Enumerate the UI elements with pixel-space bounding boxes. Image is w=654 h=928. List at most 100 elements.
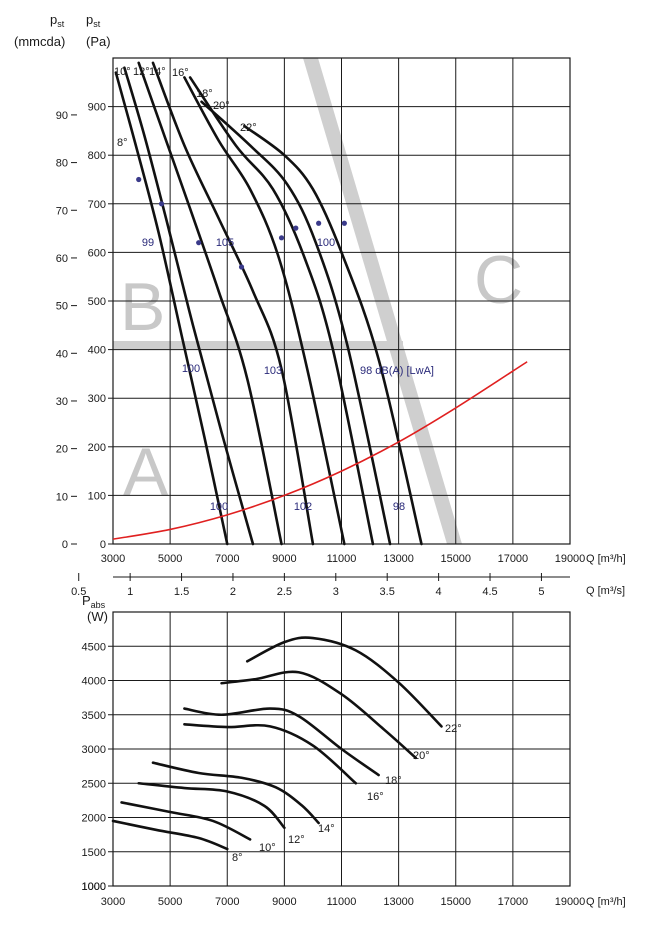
x-tick-label-m3h-top: 5000 bbox=[158, 553, 182, 565]
y-tick-label-mmcda: 60 bbox=[56, 253, 68, 265]
region-label-b: B bbox=[120, 269, 165, 345]
x-tick-label-m3h-top: 3000 bbox=[101, 553, 125, 565]
y-tick-label-pabs: 1500 bbox=[82, 847, 106, 859]
pabs-title-main: Pabs bbox=[82, 593, 106, 610]
x-tick-label-m3s: 0.5 bbox=[71, 586, 86, 598]
angle-label-top: 18° bbox=[196, 88, 213, 100]
y-tick-label-pa: 100 bbox=[88, 490, 106, 502]
sound-level-label: 102 bbox=[294, 501, 312, 513]
y-tick-label-pabs: 1000 bbox=[82, 881, 106, 893]
y-tick-label-pabs: 2000 bbox=[82, 813, 106, 825]
x-tick-label-m3h-bottom: 15000 bbox=[440, 896, 471, 908]
angle-label-bottom: 22° bbox=[445, 723, 462, 735]
y-tick-label-pa: 0 bbox=[100, 539, 106, 551]
x-axis-label-m3h-top: Q [m³/h] bbox=[586, 553, 626, 565]
pressure-curve-22deg bbox=[243, 124, 423, 546]
angle-label-bottom: 10° bbox=[259, 842, 276, 854]
sound-level-label: 100 bbox=[182, 363, 200, 375]
y-tick-label-pa: 300 bbox=[88, 393, 106, 405]
y-tick-label-pabs: 2500 bbox=[82, 778, 106, 790]
y-tick-label-pa: 200 bbox=[88, 442, 106, 454]
angle-label-bottom: 20° bbox=[413, 750, 430, 762]
tick-labels: 0100200300400500600700800900010203040506… bbox=[56, 102, 586, 908]
pst-pa-title-main: pst bbox=[86, 12, 101, 29]
y-tick-label-pa: 600 bbox=[88, 247, 106, 259]
sound-level-label: 100 bbox=[317, 237, 335, 249]
x-tick-label-m3s: 4 bbox=[436, 586, 442, 598]
y-tick-label-mmcda: 20 bbox=[56, 444, 68, 456]
x-tick-label-m3h-bottom: 17000 bbox=[498, 896, 529, 908]
x-tick-label-m3h-top: 13000 bbox=[383, 553, 414, 565]
y-tick-label-mmcda: 50 bbox=[56, 301, 68, 313]
sound-level-label: 105 bbox=[216, 237, 234, 249]
angle-label-top: 12° bbox=[133, 66, 150, 78]
efficiency-marker bbox=[196, 240, 202, 246]
sound-level-label: 100 bbox=[210, 501, 228, 513]
y-tick-label-mmcda: 0 bbox=[62, 539, 68, 551]
angle-label-top: 22° bbox=[240, 122, 257, 134]
bottom-curves bbox=[111, 636, 443, 851]
power-curve-14deg bbox=[151, 761, 320, 825]
x-tick-label-m3h-bottom: 3000 bbox=[101, 896, 125, 908]
x-tick-label-m3h-top: 7000 bbox=[215, 553, 239, 565]
top-curves bbox=[112, 61, 528, 546]
power-curve-16deg bbox=[183, 723, 358, 785]
x-tick-label-m3s: 3.5 bbox=[380, 586, 395, 598]
x-tick-label-m3h-bottom: 7000 bbox=[215, 896, 239, 908]
region-label-a: A bbox=[123, 434, 169, 510]
pressure-curve-16deg bbox=[183, 76, 346, 546]
y-tick-label-pabs: 3500 bbox=[82, 710, 106, 722]
x-tick-label-m3h-bottom: 5000 bbox=[158, 896, 182, 908]
y-tick-label-pa: 700 bbox=[88, 199, 106, 211]
y-tick-label-mmcda: 10 bbox=[56, 491, 68, 503]
angle-label-bottom: 16° bbox=[367, 791, 384, 803]
power-curve-10deg bbox=[120, 801, 252, 841]
y-tick-label-pa: 400 bbox=[88, 345, 106, 357]
x-tick-label-m3h-bottom: 11000 bbox=[327, 896, 357, 908]
system-curve bbox=[112, 361, 528, 540]
efficiency-marker bbox=[158, 201, 165, 207]
top-axis-titles: pst (mmcda) pst (Pa) Q [m³/h] Q [m³/s] P… bbox=[14, 12, 626, 908]
pst-pa-unit: (Pa) bbox=[86, 34, 111, 49]
pressure-curve-12deg bbox=[137, 61, 283, 546]
pst-mmcda-unit: (mmcda) bbox=[14, 34, 65, 49]
angle-label-top: 14° bbox=[149, 66, 166, 78]
sound-level-label: 103 bbox=[264, 365, 282, 377]
x-tick-label-m3s: 2.5 bbox=[277, 586, 292, 598]
x-tick-label-m3s: 1.5 bbox=[174, 586, 189, 598]
power-curve-22deg bbox=[245, 636, 443, 728]
sound-level-label: 99 bbox=[142, 237, 154, 249]
y-tick-label-pabs: 3000 bbox=[82, 744, 106, 756]
angle-label-bottom: 18° bbox=[385, 775, 402, 787]
x-tick-label-m3s: 5 bbox=[538, 586, 544, 598]
y-tick-label-mmcda: 70 bbox=[56, 205, 68, 217]
y-tick-label-pa: 900 bbox=[88, 102, 106, 114]
x-axis-label-m3h-bottom: Q [m³/h] bbox=[586, 896, 626, 908]
x-tick-label-m3h-top: 15000 bbox=[440, 553, 471, 565]
pressure-curve-14deg bbox=[151, 61, 315, 546]
efficiency-marker bbox=[278, 235, 285, 241]
y-tick-label-pa: 500 bbox=[88, 296, 106, 308]
pressure-curve-18deg bbox=[188, 76, 375, 546]
sound-level-label: 98 dB(A) [LwA] bbox=[360, 365, 434, 377]
power-curve-18deg bbox=[183, 707, 380, 777]
pabs-unit: (W) bbox=[87, 609, 108, 624]
angle-label-bottom: 12° bbox=[288, 834, 305, 846]
efficiency-marker bbox=[293, 225, 299, 231]
y-tick-label-mmcda: 90 bbox=[56, 110, 68, 122]
y-tick-label-mmcda: 40 bbox=[56, 348, 68, 360]
angle-label-bottom: 14° bbox=[318, 823, 335, 835]
x-tick-label-m3s: 3 bbox=[333, 586, 339, 598]
x-tick-label-m3h-bottom: 13000 bbox=[383, 896, 414, 908]
power-curve-8deg bbox=[111, 819, 229, 851]
pressure-curve-20deg bbox=[200, 100, 392, 546]
pst-mmcda-title-main: pst bbox=[50, 12, 65, 29]
efficiency-marker bbox=[238, 264, 245, 270]
y-tick-label-pabs: 4000 bbox=[82, 676, 106, 688]
region-label-c: C bbox=[474, 242, 523, 318]
x-tick-label-m3s: 4.5 bbox=[482, 586, 497, 598]
x-tick-label-m3h-bottom: 9000 bbox=[272, 896, 296, 908]
y-tick-label-mmcda: 30 bbox=[56, 396, 68, 408]
